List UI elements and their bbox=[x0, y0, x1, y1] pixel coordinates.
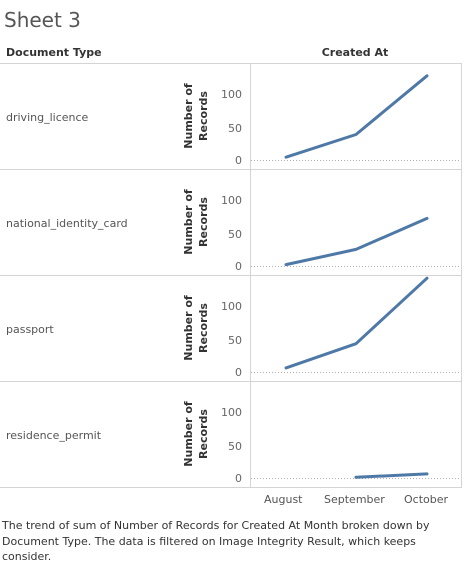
y-tick-50: 50 bbox=[228, 122, 242, 135]
row-label-national-identity-card: national_identity_card bbox=[6, 217, 128, 230]
y-tick-0: 0 bbox=[235, 260, 242, 273]
y-tick-50: 50 bbox=[228, 334, 242, 347]
series-line-residence-permit bbox=[354, 472, 429, 479]
sheet-title: Sheet 3 bbox=[4, 8, 81, 32]
x-tick-august: August bbox=[264, 493, 303, 506]
y-tick-50: 50 bbox=[228, 228, 242, 241]
row-header-document-type: Document Type bbox=[6, 46, 102, 59]
y-tick-0: 0 bbox=[235, 472, 242, 485]
panel-divider-bottom bbox=[0, 487, 462, 488]
y-tick-100: 100 bbox=[221, 88, 242, 101]
series-line-driving-licence bbox=[284, 74, 429, 159]
column-header-created-at: Created At bbox=[321, 46, 389, 59]
chart-caption: The trend of sum of Number of Records fo… bbox=[2, 519, 430, 563]
y-tick-50: 50 bbox=[228, 440, 242, 453]
plot-area-left-border bbox=[250, 63, 251, 488]
x-tick-september: September bbox=[324, 493, 385, 506]
x-tick-october: October bbox=[404, 493, 449, 506]
panel-divider-3 bbox=[0, 381, 462, 382]
y-tick-0: 0 bbox=[235, 366, 242, 379]
header-divider bbox=[0, 63, 462, 64]
row-label-passport: passport bbox=[6, 323, 54, 336]
row-label-driving-licence: driving_licence bbox=[6, 111, 89, 124]
y-tick-100: 100 bbox=[221, 406, 242, 419]
series-line-passport bbox=[284, 276, 429, 370]
y-tick-0: 0 bbox=[235, 154, 242, 167]
plot-area-right-border bbox=[461, 63, 462, 488]
panel-divider-2 bbox=[0, 275, 462, 276]
row-label-residence-permit: residence_permit bbox=[6, 429, 102, 442]
panel-divider-1 bbox=[0, 169, 462, 170]
series-line-national-identity-card bbox=[284, 216, 429, 267]
y-tick-100: 100 bbox=[221, 300, 242, 313]
y-tick-100: 100 bbox=[221, 194, 242, 207]
